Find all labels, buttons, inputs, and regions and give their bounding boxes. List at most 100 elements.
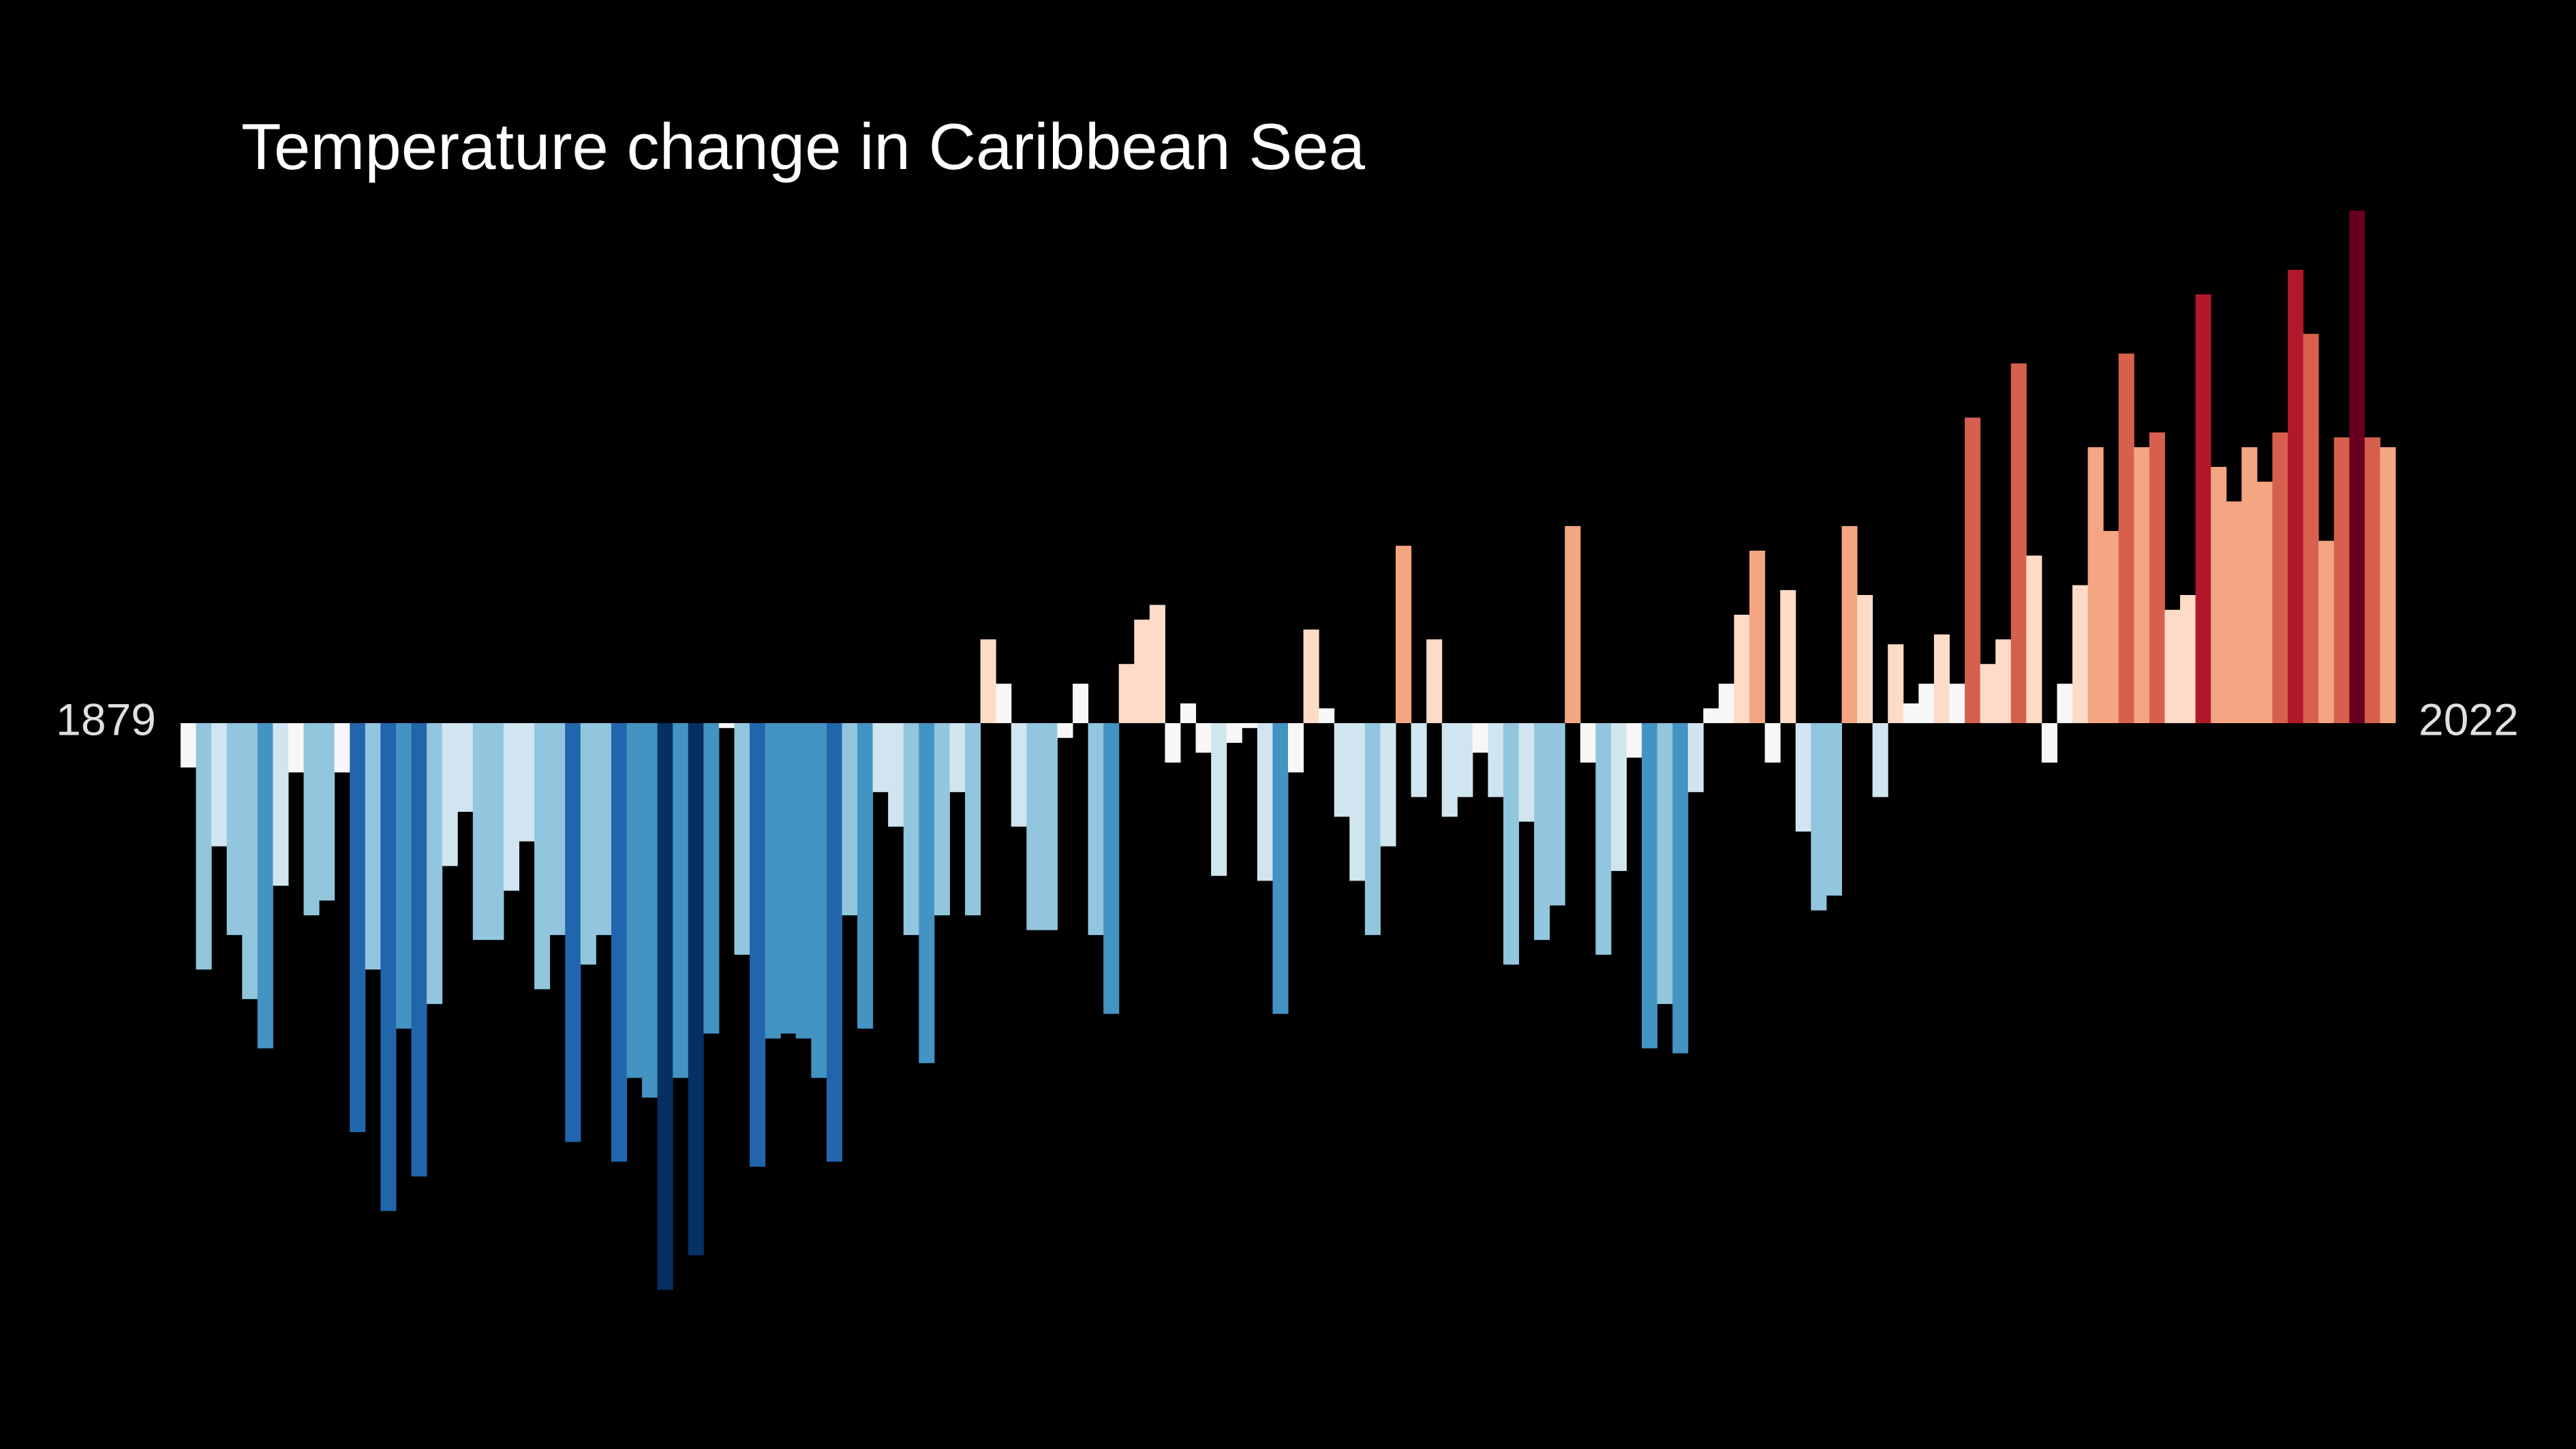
bar	[503, 723, 520, 891]
bar	[2134, 447, 2150, 723]
bar	[2211, 467, 2227, 723]
bar	[2041, 723, 2057, 763]
bar	[2010, 363, 2027, 723]
bar	[472, 723, 489, 941]
bar	[734, 723, 750, 955]
bar	[718, 723, 735, 729]
bar	[226, 723, 243, 935]
bar	[565, 723, 581, 1142]
bar	[1073, 684, 1089, 723]
bar	[303, 723, 320, 915]
bar	[1749, 550, 1766, 723]
bar	[1642, 723, 1658, 1049]
bar	[2288, 269, 2304, 724]
bar	[1226, 723, 1242, 743]
bar	[2364, 437, 2380, 723]
bar	[1995, 639, 2012, 723]
bar	[596, 723, 612, 935]
bar	[411, 723, 427, 1177]
bar	[1257, 723, 1273, 881]
bar	[811, 723, 827, 1078]
bar	[1534, 723, 1550, 941]
bar	[1764, 723, 1781, 763]
bar	[1549, 723, 1565, 906]
bar	[1503, 723, 1520, 965]
bar	[657, 723, 673, 1290]
bar	[211, 723, 228, 846]
bar	[673, 723, 689, 1078]
bar	[1364, 723, 1381, 935]
bar	[580, 723, 596, 965]
bar	[1041, 723, 1058, 930]
bar	[1180, 703, 1197, 723]
bar	[1857, 595, 1873, 723]
bar	[996, 684, 1012, 723]
bar	[2256, 481, 2273, 723]
year-label: 2022	[2419, 694, 2519, 744]
bar	[1195, 723, 1212, 753]
bar	[1565, 525, 1581, 723]
bar	[288, 723, 305, 773]
bar	[888, 723, 904, 827]
bar	[1211, 723, 1227, 876]
bar	[826, 723, 842, 1162]
bar	[1457, 723, 1473, 797]
bar	[2226, 501, 2242, 723]
bar	[2180, 595, 2196, 723]
bar	[257, 723, 273, 1049]
bar	[1595, 723, 1612, 955]
bar	[2333, 437, 2350, 723]
bar	[1380, 723, 1396, 846]
bar	[1872, 723, 1888, 797]
bar	[1610, 723, 1627, 871]
bar	[611, 723, 628, 1162]
bar	[750, 723, 766, 1167]
bar	[1395, 545, 1412, 723]
bar	[488, 723, 504, 941]
bar	[1888, 644, 1904, 723]
bar	[1518, 723, 1535, 822]
bar	[626, 723, 643, 1078]
bar	[703, 723, 720, 1034]
bar	[519, 723, 535, 842]
bar	[1811, 723, 1827, 911]
bar	[534, 723, 551, 990]
bar	[1303, 629, 1319, 723]
bar	[919, 723, 935, 1063]
bar	[2103, 531, 2119, 723]
bar	[1965, 417, 1981, 723]
bar	[2380, 447, 2396, 723]
bar	[1011, 723, 1027, 827]
bar	[2164, 609, 2181, 723]
bar	[1933, 634, 1950, 723]
bar	[1795, 723, 1811, 832]
bar	[842, 723, 858, 915]
bar	[1687, 723, 1704, 793]
bar	[688, 723, 704, 1255]
bar	[2057, 684, 2073, 723]
bar	[1103, 723, 1120, 1014]
bar	[242, 723, 258, 999]
bar	[1780, 590, 1796, 723]
bar	[1826, 723, 1842, 896]
bar	[2072, 585, 2089, 723]
bar	[1349, 723, 1366, 881]
bar	[642, 723, 658, 1098]
bar	[1426, 639, 1443, 723]
chart-title: Temperature change in Caribbean Sea	[241, 110, 1366, 183]
bar	[1718, 684, 1735, 723]
bar	[1441, 723, 1458, 817]
bar	[2318, 540, 2335, 723]
bar	[2303, 333, 2319, 724]
bar	[1734, 614, 1750, 723]
bar	[2026, 555, 2042, 723]
bar	[765, 723, 781, 1039]
bar	[2149, 432, 2165, 723]
bar	[1272, 723, 1289, 1014]
bar	[857, 723, 874, 1029]
bar	[1411, 723, 1427, 797]
bar	[334, 723, 350, 773]
bar	[949, 723, 966, 793]
bar	[457, 723, 474, 812]
